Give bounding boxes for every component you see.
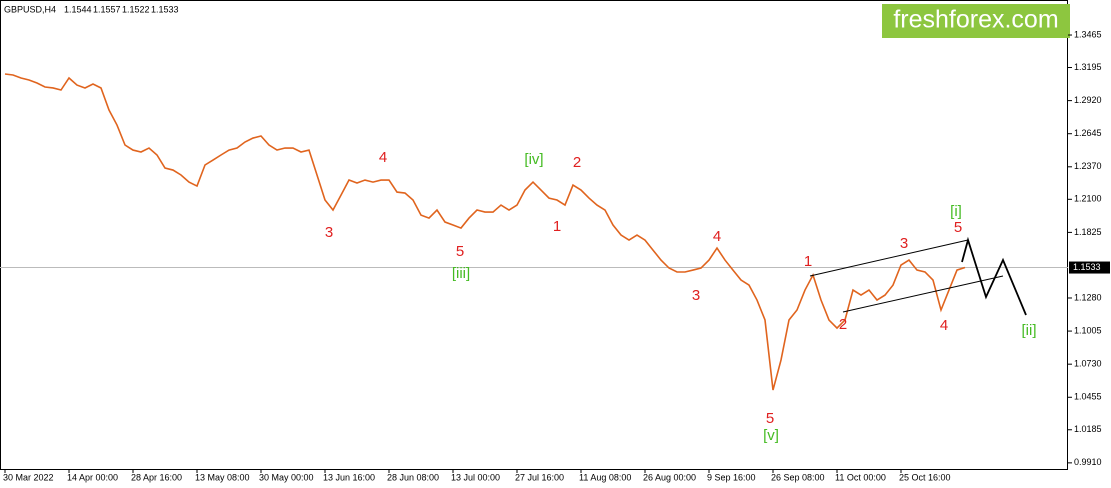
y-tick-label: 1.0185 <box>1074 424 1102 434</box>
x-tick-label: 28 Apr 16:00 <box>131 472 182 482</box>
quote-low: 1.1522 <box>122 4 150 14</box>
wave-label: 4 <box>713 228 721 245</box>
wave-label: 4 <box>379 149 387 166</box>
x-tick-label: 13 Jul 00:00 <box>451 472 500 482</box>
quote-high: 1.1557 <box>93 4 121 14</box>
y-tick-label: 1.1280 <box>1074 292 1102 302</box>
channel-line <box>842 275 1004 313</box>
x-tick-label: 11 Aug 08:00 <box>579 472 631 482</box>
x-tick-label: 28 Jun 08:00 <box>387 472 439 482</box>
x-tick-label: 13 Jun 16:00 <box>323 472 375 482</box>
wave-label: 4 <box>940 317 948 334</box>
projection <box>961 236 1027 316</box>
y-tick-label: 1.1005 <box>1074 325 1102 335</box>
y-tick-label: 1.1825 <box>1074 227 1102 237</box>
wave-label: [iii] <box>452 265 470 282</box>
y-tick-label: 1.3465 <box>1074 29 1102 39</box>
x-tick-label: 25 Oct 16:00 <box>899 472 951 482</box>
wave-label: 5 <box>456 243 464 260</box>
x-tick-label: 26 Aug 00:00 <box>643 472 696 482</box>
wave-label: [iv] <box>524 151 543 168</box>
wave-label: [ii] <box>1022 322 1037 339</box>
x-tick-label: 30 Mar 2022 <box>3 472 54 482</box>
current-price-box <box>1069 261 1110 274</box>
y-tick-label: 1.3195 <box>1074 62 1102 72</box>
x-tick-label: 9 Sep 16:00 <box>707 472 756 482</box>
wave-label: 3 <box>692 287 700 304</box>
y-tick-label: 1.2370 <box>1074 161 1102 171</box>
y-tick-label: 1.2920 <box>1074 95 1102 105</box>
wave-label: [v] <box>763 427 779 444</box>
x-tick-label: 13 May 08:00 <box>195 472 250 482</box>
logo-box <box>882 4 1070 38</box>
quote-close: 1.1533 <box>151 4 179 14</box>
wave-label: 3 <box>325 224 333 241</box>
channel-line <box>809 239 969 277</box>
wave-label: 1 <box>553 218 561 235</box>
plot-frame <box>0 0 1068 470</box>
y-tick-label: 1.0455 <box>1074 392 1102 402</box>
x-tick-label: 30 May 00:00 <box>259 472 314 482</box>
x-tick-label: 26 Sep 08:00 <box>771 472 825 482</box>
wave-label: 2 <box>839 316 847 333</box>
y-tick-label: 1.0730 <box>1074 359 1102 369</box>
x-tick-label: 14 Apr 00:00 <box>67 472 118 482</box>
current-price-label: 1.1533 <box>1073 262 1101 272</box>
wave-label: 3 <box>900 235 908 252</box>
symbol: GBPUSD,H4 <box>4 4 56 14</box>
x-tick-label: 27 Jul 16:00 <box>515 472 564 482</box>
y-tick-label: 1.2100 <box>1074 194 1102 204</box>
price-line <box>4 73 966 391</box>
wave-label: 5 <box>766 410 774 427</box>
quote-open: 1.1544 <box>64 4 92 14</box>
logo: freshforex.com <box>893 6 1058 34</box>
wave-label: 5 <box>954 219 962 236</box>
y-tick-label: 1.2645 <box>1074 128 1102 138</box>
x-tick-label: 11 Oct 00:00 <box>835 472 886 482</box>
wave-label: 2 <box>573 154 581 171</box>
wave-label: 1 <box>804 253 812 270</box>
y-tick-label: 0.9910 <box>1074 457 1102 467</box>
wave-label: [i] <box>950 203 962 220</box>
